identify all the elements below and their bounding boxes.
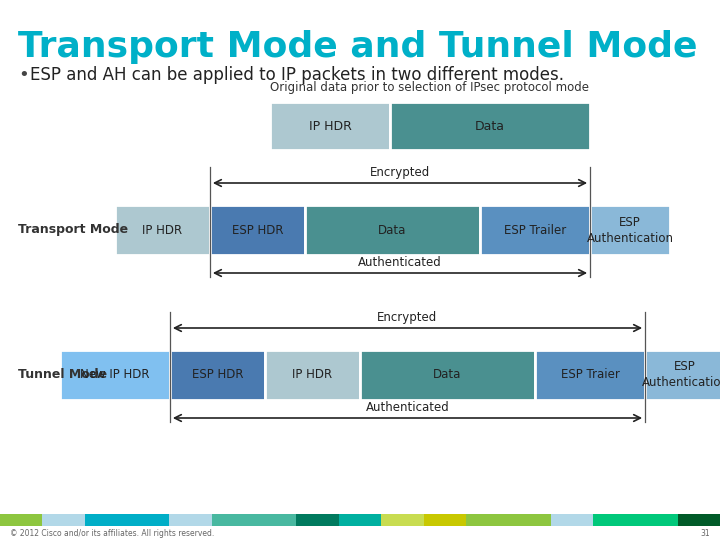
Bar [60,350,170,400]
Text: ESP Trailer: ESP Trailer [504,224,566,237]
Bar [508,514,551,526]
Text: Authenticated: Authenticated [366,401,449,414]
Bar [551,514,593,526]
Bar [115,205,210,255]
Bar [360,350,535,400]
Bar [265,350,360,400]
Text: IP HDR: IP HDR [292,368,333,381]
Text: Data: Data [433,368,462,381]
Bar [593,514,635,526]
Bar [480,205,590,255]
Bar [85,514,127,526]
Bar [169,514,212,526]
Text: © 2012 Cisco and/or its affiliates. All rights reserved.: © 2012 Cisco and/or its affiliates. All … [10,529,215,538]
Text: IP HDR: IP HDR [309,119,351,132]
Text: ESP HDR: ESP HDR [232,224,283,237]
Bar [590,205,670,255]
Bar [635,514,678,526]
Text: ESP Traier: ESP Traier [561,368,619,381]
Text: •: • [18,66,29,84]
Bar [423,514,466,526]
Bar [127,514,169,526]
Text: ESP and AH can be applied to IP packets in two different modes.: ESP and AH can be applied to IP packets … [30,66,564,84]
Text: Data: Data [475,119,505,132]
Bar [210,205,305,255]
Bar [254,514,297,526]
Text: Transport Mode: Transport Mode [18,224,128,237]
Text: New IP HDR: New IP HDR [80,368,150,381]
Text: Transport Mode and Tunnel Mode: Transport Mode and Tunnel Mode [18,30,698,64]
Text: ESP
Authentication: ESP Authentication [642,361,720,389]
Bar [466,514,508,526]
Bar [535,350,645,400]
Bar [297,514,339,526]
Text: Tunnel Mode: Tunnel Mode [18,368,107,381]
Text: Data: Data [378,224,407,237]
Text: ESP
Authentication: ESP Authentication [587,215,673,245]
Bar [305,205,480,255]
Text: Encrypted: Encrypted [377,311,438,324]
Bar [0,514,42,526]
Bar [678,514,720,526]
Bar [390,102,590,150]
Text: 31: 31 [701,529,710,538]
Bar [42,514,85,526]
Text: IP HDR: IP HDR [143,224,183,237]
Bar [212,514,254,526]
Bar [270,102,390,150]
Bar [170,350,265,400]
Text: Original data prior to selection of IPsec protocol mode: Original data prior to selection of IPse… [271,81,590,94]
Bar [381,514,423,526]
Text: Encrypted: Encrypted [370,166,430,179]
Bar [339,514,381,526]
Bar [645,350,720,400]
Text: Authenticated: Authenticated [358,256,442,269]
Text: ESP HDR: ESP HDR [192,368,243,381]
